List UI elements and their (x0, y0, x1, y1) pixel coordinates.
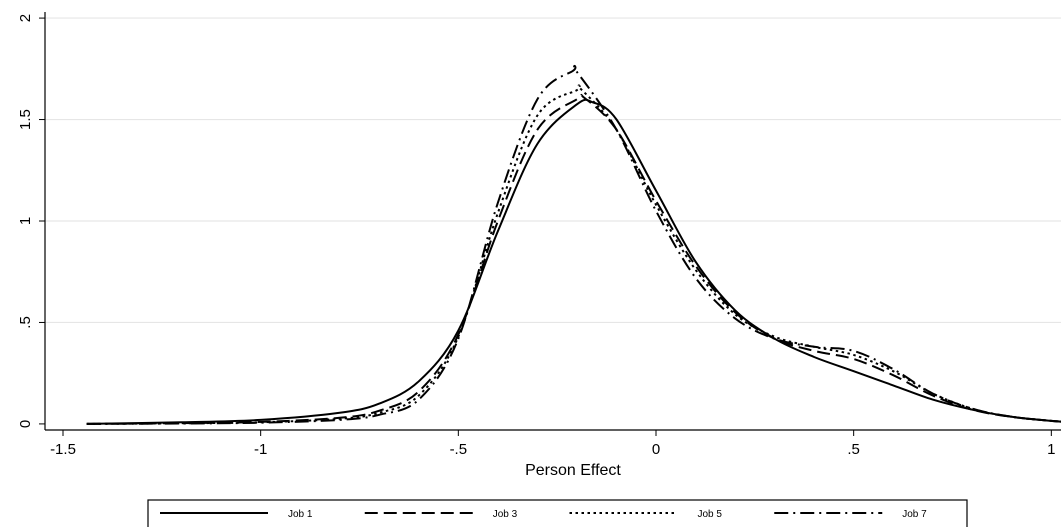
x-tick-label: -1 (254, 441, 267, 458)
series-lines (86, 64, 1061, 425)
legend: Job 1 Job 3 Job 5 Job 7 (147, 499, 968, 527)
legend-label: Job 3 (493, 509, 518, 520)
x-tick-label: .5 (847, 441, 860, 458)
y-tick-label: .5 (17, 316, 34, 329)
legend-label: Job 5 (698, 509, 723, 520)
y-tick-label: 0 (17, 420, 34, 428)
x-tick-label: 0 (652, 441, 660, 458)
legend-label: Job 1 (288, 509, 313, 520)
series-line-2 (86, 93, 1061, 425)
x-tick-label: 1 (1047, 441, 1055, 458)
legend-box (147, 499, 968, 527)
series-line-4 (86, 64, 1061, 425)
y-tick-label: 1 (17, 217, 34, 225)
x-axis-title: Person Effect (525, 462, 621, 479)
axes: 0 .5 1 1.5 2 -1.5 -1 -.5 0 .5 1 (17, 12, 1061, 458)
x-tick-label: -1.5 (50, 441, 76, 458)
legend-label: Job 7 (902, 509, 927, 520)
series-line-1 (86, 98, 1061, 425)
gridlines (45, 17, 1061, 324)
y-tick-label: 1.5 (17, 109, 34, 130)
y-tick-label: 2 (17, 14, 34, 22)
x-tick-label: -.5 (450, 441, 468, 458)
